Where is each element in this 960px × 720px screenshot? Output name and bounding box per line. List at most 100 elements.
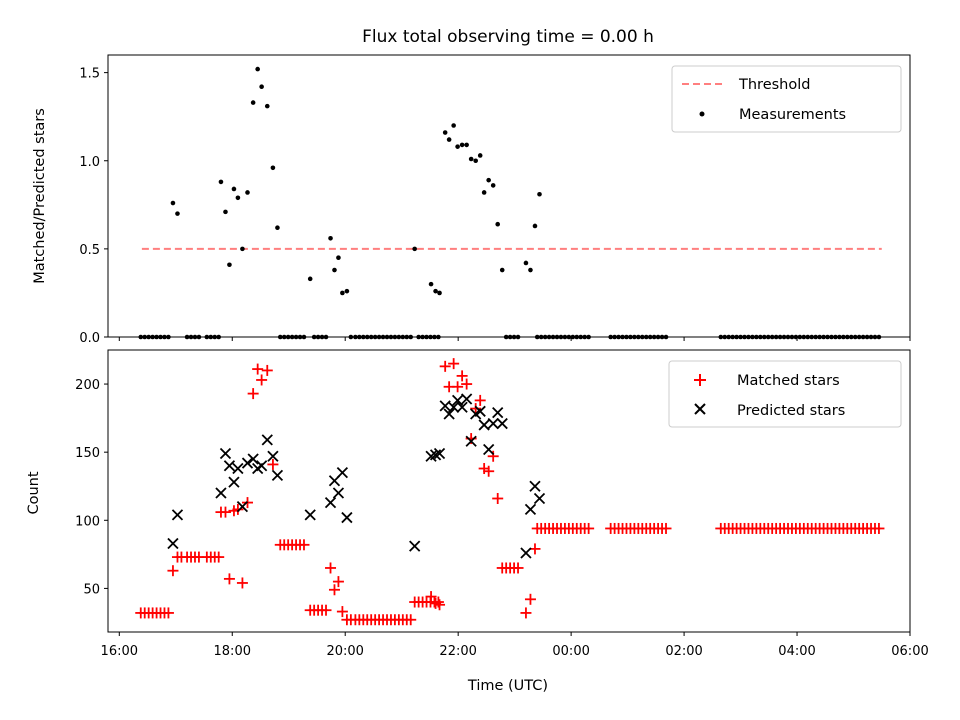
predicted-point <box>232 462 244 475</box>
top-ytick-label: 1.0 <box>79 155 100 170</box>
measurement-point <box>307 276 313 282</box>
legend-matched-label: Matched stars <box>737 373 840 389</box>
matched-point <box>425 591 437 603</box>
predicted-point <box>304 509 316 521</box>
matched-point <box>213 551 225 563</box>
predicted-point <box>228 476 240 488</box>
matched-point <box>452 381 464 393</box>
bottom-ytick-label: 200 <box>75 378 100 393</box>
measurement-point <box>473 158 478 164</box>
measurement-point <box>235 195 241 201</box>
predicted-point <box>267 450 279 462</box>
legend-matched-swatch <box>694 374 706 386</box>
measurement-point <box>442 130 448 135</box>
bottom-ytick-label: 50 <box>83 582 100 597</box>
top-ylabel: Matched/Predicted stars <box>32 108 48 284</box>
matched-point <box>439 360 451 372</box>
measurement-point <box>328 236 333 241</box>
matched-point <box>320 604 332 616</box>
measurement-point <box>451 123 456 128</box>
predicted-point <box>332 487 345 499</box>
measurement-point <box>433 288 438 294</box>
measurement-point <box>336 255 341 260</box>
matched-point <box>232 503 244 515</box>
bottom-legend: Matched stars Predicted stars <box>668 360 902 428</box>
measurement-point <box>428 281 434 287</box>
top-legend: Threshold Measurements <box>671 65 902 133</box>
predicted-point <box>483 443 495 456</box>
measurement-point <box>486 177 491 183</box>
matched-point <box>167 565 179 577</box>
xtick-label: 04:00 <box>778 644 815 659</box>
xtick-label: 02:00 <box>665 644 702 659</box>
matched-point <box>247 388 259 400</box>
measurement-point <box>170 200 176 206</box>
predicted-point <box>456 401 468 413</box>
measurement-point <box>223 209 228 215</box>
predicted-point <box>533 492 546 505</box>
bottom-panel: Count 50 100 150 200 16:00 18:00 20:00 22:00 00:… <box>26 349 929 694</box>
matched-point <box>261 364 273 376</box>
matched-point <box>448 358 460 370</box>
matched-point <box>660 522 672 534</box>
xtick-label: 22:00 <box>439 644 476 659</box>
matched-point <box>456 370 468 382</box>
measurement-point <box>275 225 280 231</box>
top-ytick-label: 0.0 <box>79 331 100 346</box>
predicted-point <box>409 540 421 552</box>
matched-point <box>487 450 499 462</box>
predicted-point <box>341 511 353 524</box>
matched-point <box>512 562 524 574</box>
predicted-point <box>271 469 284 481</box>
bottom-ytick-label: 150 <box>75 446 100 461</box>
predicted-point <box>324 496 337 509</box>
legend-measurements-label: Measurements <box>739 107 846 123</box>
figure-title: Flux total observing time = 0.00 h <box>362 27 654 47</box>
predicted-point <box>478 419 490 431</box>
measurement-point <box>264 103 270 109</box>
measurement-point <box>344 288 350 294</box>
measurement-point <box>468 156 474 162</box>
matched-point <box>223 573 235 585</box>
matched-point <box>298 539 310 551</box>
predicted-point <box>247 453 259 465</box>
predicted-point <box>465 435 477 447</box>
measurement-point <box>481 190 487 195</box>
measurement-point <box>227 262 232 268</box>
predicted-point <box>261 434 273 446</box>
measurement-point <box>175 211 180 216</box>
matched-point <box>328 584 340 596</box>
predicted-point <box>241 457 254 469</box>
matched-point <box>267 458 279 470</box>
predicted-point <box>492 407 504 419</box>
predicted-point <box>223 460 236 472</box>
measurement-point <box>231 186 237 192</box>
matched-point <box>256 374 268 386</box>
predicted-point <box>520 547 532 559</box>
measurement-point <box>464 142 469 148</box>
predicted-point <box>215 487 227 499</box>
measurement-point <box>532 223 538 229</box>
predicted-point <box>219 447 232 460</box>
matched-point <box>336 606 348 618</box>
measurement-point <box>455 144 460 149</box>
matched-point <box>470 403 482 415</box>
measurement-point <box>495 221 501 227</box>
xtick-label: 16:00 <box>101 644 138 659</box>
matched-point <box>583 522 595 534</box>
bottom-axes-frame <box>107 349 911 633</box>
measurement-point <box>446 137 452 142</box>
predicted-point <box>336 466 349 479</box>
matched-point <box>252 363 264 375</box>
legend-predicted-label: Predicted stars <box>737 403 845 419</box>
predicted-point <box>529 480 541 492</box>
matched-point <box>524 593 536 605</box>
xtick-label: 00:00 <box>552 644 589 659</box>
measurement-point <box>332 267 337 273</box>
matched-point <box>434 599 446 611</box>
matched-point <box>405 614 417 626</box>
measurement-point <box>490 183 496 188</box>
measurement-point <box>437 290 442 296</box>
matched-point <box>520 607 532 619</box>
